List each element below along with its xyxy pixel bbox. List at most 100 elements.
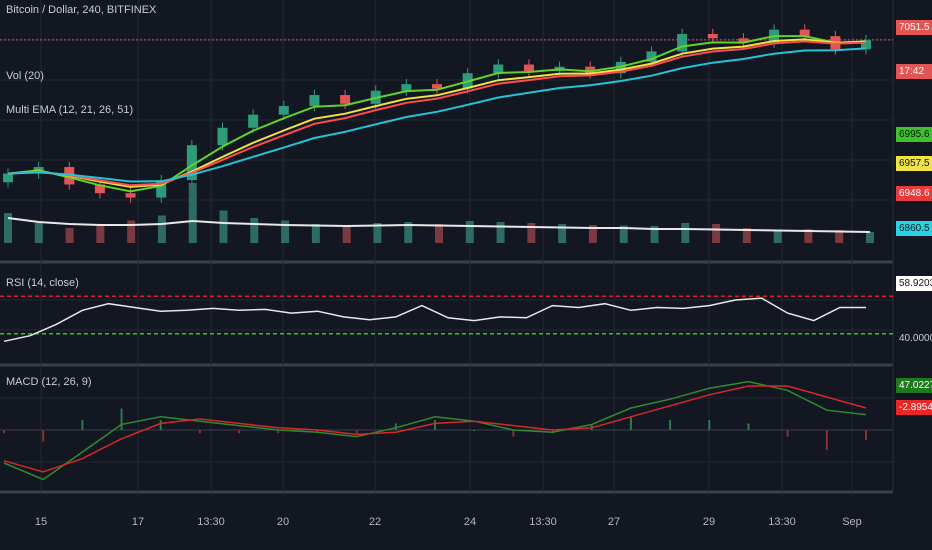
ema51-tag: 6860.5	[896, 221, 932, 236]
ema-26-line	[7, 40, 867, 187]
macd-histogram-bar	[434, 420, 436, 430]
volume-bar	[250, 218, 259, 243]
macd-histogram-bar	[512, 430, 515, 437]
candle-body	[156, 180, 167, 198]
macd-histogram-bar	[81, 420, 84, 430]
volume-bar	[650, 226, 659, 243]
macd-histogram-bar	[159, 420, 162, 430]
candle-body	[340, 95, 351, 104]
volume-bar	[804, 229, 813, 243]
x-tick: 24	[463, 516, 477, 528]
volume-bar	[96, 225, 105, 243]
macd-histogram-bar	[355, 430, 358, 434]
volume-bar	[4, 213, 12, 243]
candle-body	[186, 145, 197, 181]
x-tick: 15	[34, 516, 48, 528]
rsi-level-tag: 40.0000	[896, 331, 932, 346]
macd-histogram-bar	[238, 430, 241, 434]
volume-bar	[835, 230, 844, 243]
x-tick: 13:30	[768, 516, 796, 528]
candle-body	[278, 105, 289, 115]
volume-ma-line	[7, 217, 871, 233]
volume-bar	[773, 230, 782, 243]
candle-body	[646, 51, 657, 62]
macd-line	[3, 380, 867, 481]
countdown-tag: 17:42	[896, 64, 932, 79]
macd-histogram-bar	[786, 430, 789, 437]
volume-bar	[619, 225, 628, 243]
volume-bar	[188, 183, 197, 243]
candle-body	[401, 84, 412, 91]
candle-body	[125, 193, 136, 198]
volume-bar	[527, 223, 536, 243]
macd-histogram-bar	[473, 430, 476, 431]
candle-body	[861, 40, 871, 50]
candle-body	[309, 95, 320, 106]
candle-body	[248, 114, 259, 128]
candle-body	[217, 127, 228, 146]
macd-histogram-bar	[277, 430, 280, 434]
volume-bar	[342, 225, 351, 243]
x-tick: 22	[368, 516, 382, 528]
macd-histogram-bar	[42, 430, 45, 442]
volume-bar	[712, 224, 721, 243]
rsi-value-tag: 58.9203	[896, 276, 932, 291]
macd-histogram-bar	[198, 430, 201, 434]
volume-bar	[219, 210, 228, 243]
symbol-title[interactable]: Bitcoin / Dollar, 240, BITFINEX	[6, 4, 157, 16]
volume-bar	[311, 224, 320, 243]
ema21-tag: 6957.5	[896, 156, 932, 171]
candle-body	[432, 84, 442, 89]
volume-bar	[373, 223, 382, 243]
volume-label[interactable]: Vol (20)	[6, 70, 44, 82]
volume-bar	[866, 232, 874, 243]
ema12-tag: 6995.6	[896, 127, 932, 142]
volume-bar	[435, 224, 443, 243]
volume-bar	[127, 220, 136, 243]
volume-bar	[404, 222, 413, 243]
ema26-tag: 6948.6	[896, 186, 932, 201]
volume-bar	[157, 215, 166, 243]
x-tick: 29	[702, 516, 716, 528]
candle-body	[738, 38, 749, 43]
volume-bar	[465, 221, 474, 243]
volume-bar	[496, 222, 505, 243]
x-tick: 13:30	[529, 516, 557, 528]
x-tick: 17	[131, 516, 145, 528]
candle-body	[677, 33, 688, 52]
x-tick: 20	[276, 516, 290, 528]
volume-bar	[558, 224, 567, 243]
macd-histogram-bar	[629, 416, 632, 430]
volume-bar	[65, 228, 74, 243]
signal-value-tag: -2.8954	[896, 400, 932, 415]
candle-body	[3, 173, 13, 183]
x-tick: 27	[607, 516, 621, 528]
macd-histogram-bar	[865, 430, 867, 440]
candle-body	[799, 29, 810, 37]
multi-ema-label[interactable]: Multi EMA (12, 21, 26, 51)	[6, 104, 134, 116]
macd-histogram-bar	[747, 423, 750, 430]
candle-body	[94, 184, 105, 194]
macd-value-tag: 47.0227	[896, 378, 932, 393]
volume-bar	[588, 225, 597, 243]
candle-body	[493, 64, 504, 74]
macd-histogram-bar	[120, 408, 123, 430]
macd-histogram-bar	[3, 430, 5, 434]
candle-body	[523, 64, 534, 72]
volume-bar	[742, 228, 751, 243]
ema-51-line	[7, 47, 867, 183]
volume-bar	[681, 223, 690, 243]
macd-label[interactable]: MACD (12, 26, 9)	[6, 376, 92, 388]
ema-21-line	[7, 38, 867, 188]
macd-histogram-bar	[394, 423, 397, 430]
rsi-label[interactable]: RSI (14, close)	[6, 277, 79, 289]
ema-12-line	[7, 35, 867, 193]
x-tick: 13:30	[197, 516, 225, 528]
volume-bar	[34, 223, 43, 243]
candle-body	[707, 33, 718, 39]
x-tick: Sep	[842, 516, 862, 528]
volume-bar	[281, 220, 290, 243]
macd-histogram-bar	[708, 420, 711, 430]
macd-signal-line	[3, 385, 867, 473]
